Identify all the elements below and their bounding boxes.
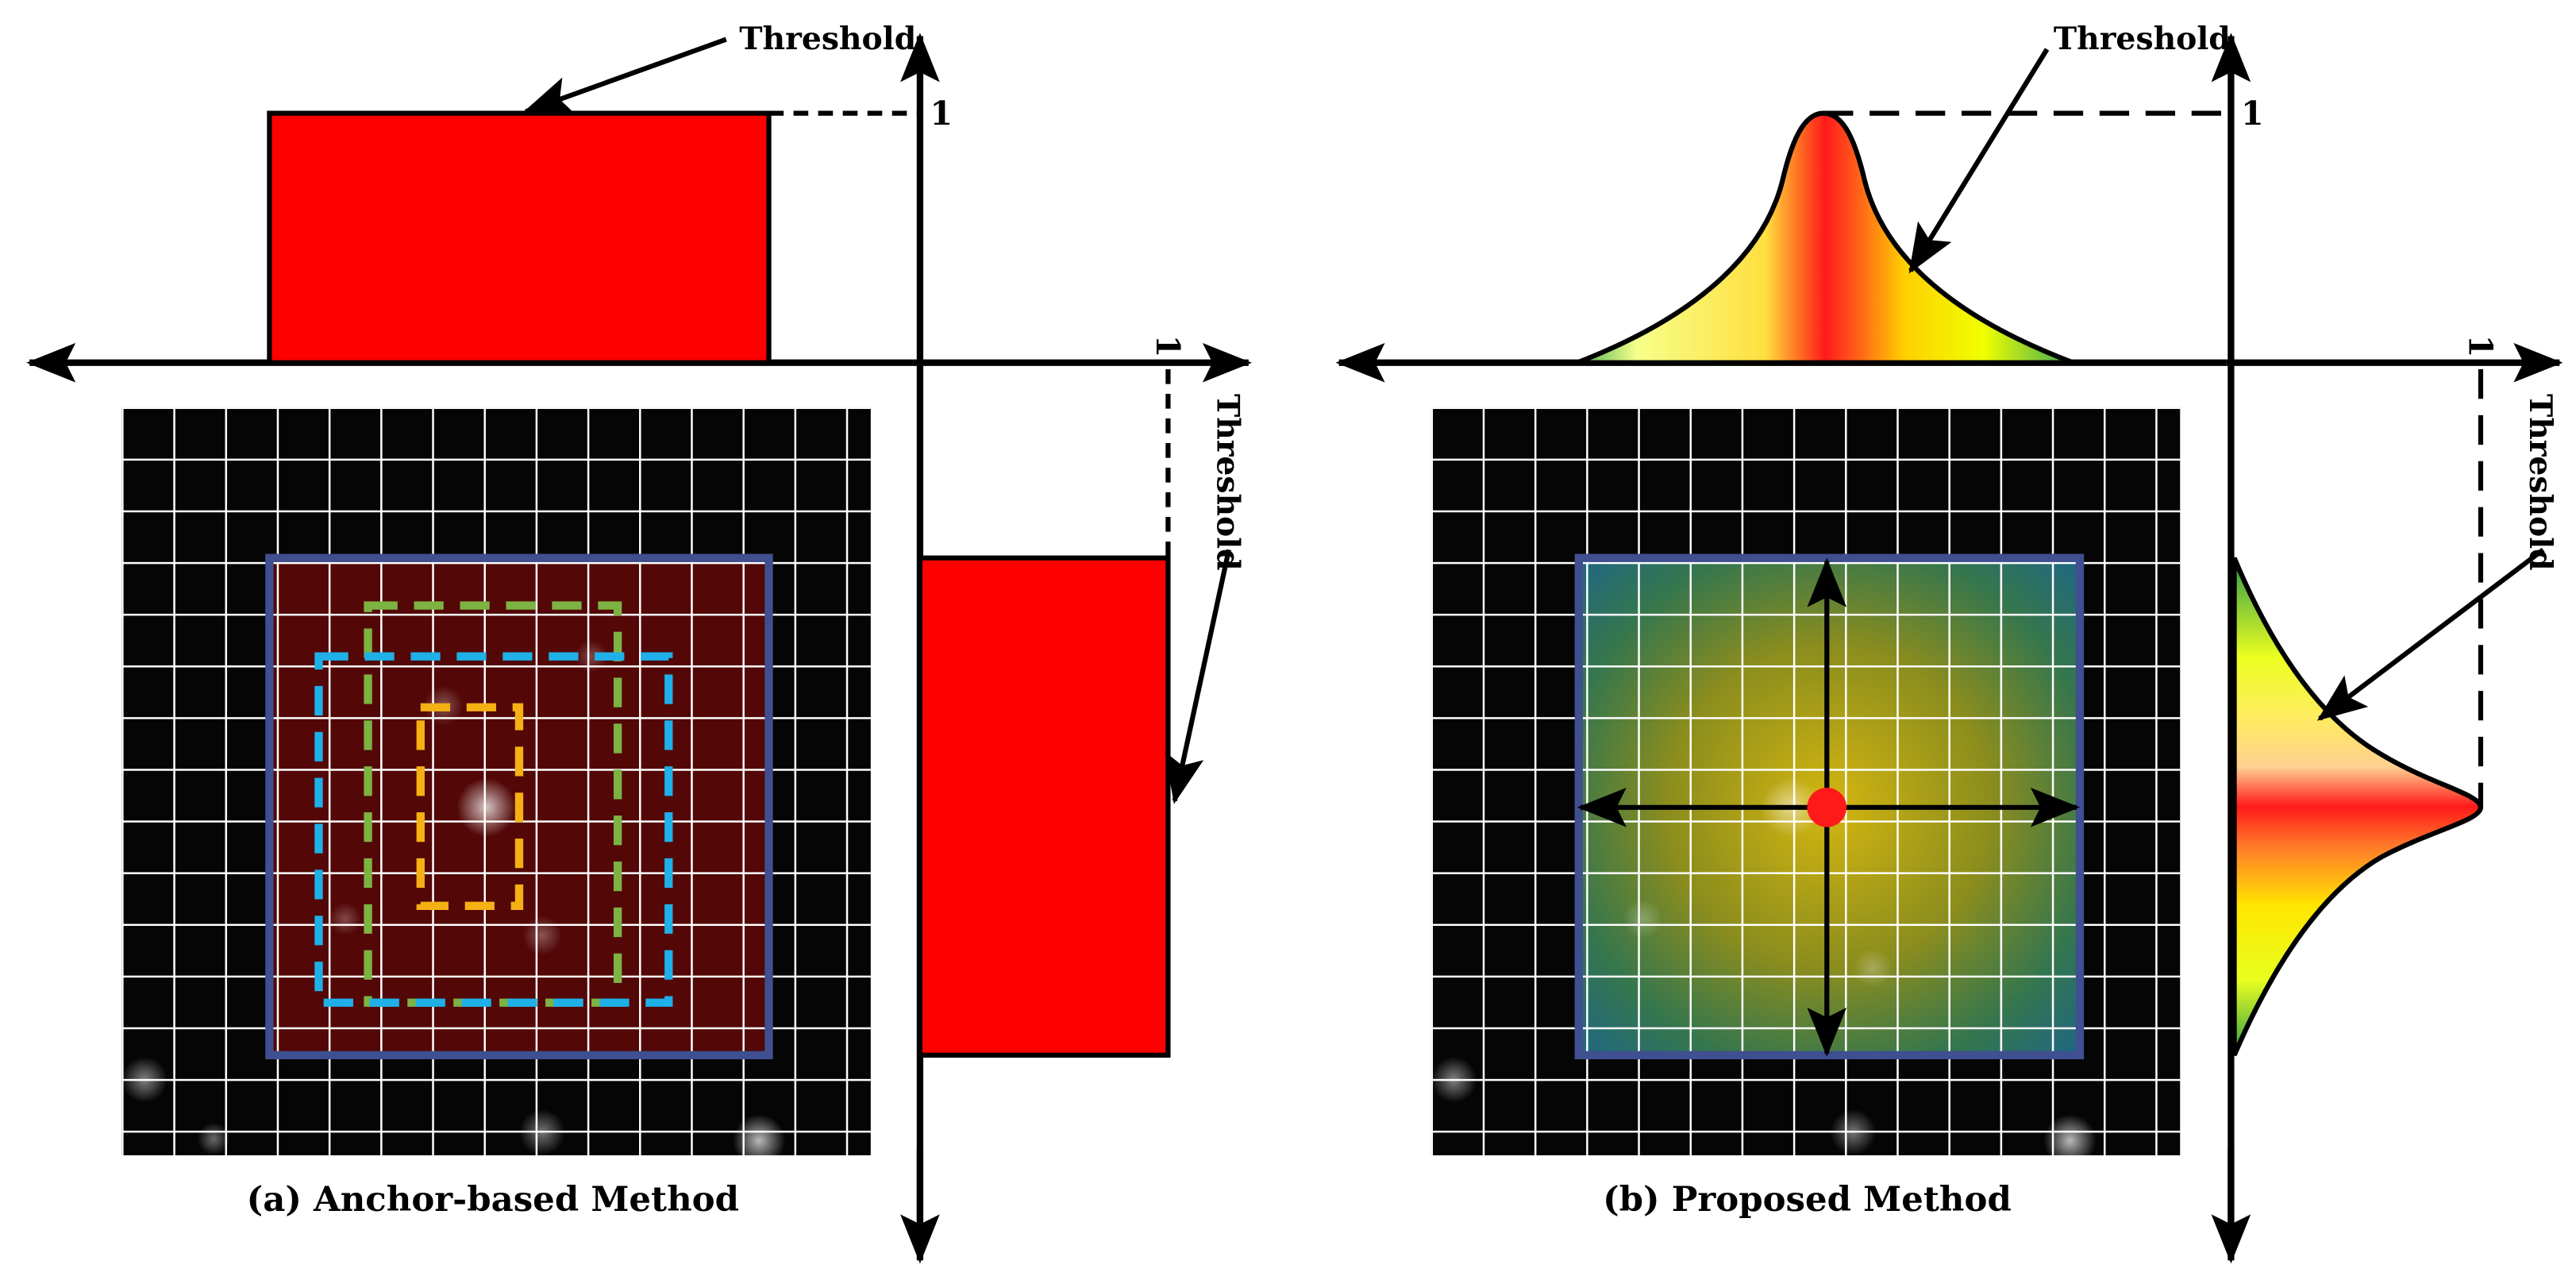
threshold-arrow-top-a bbox=[522, 37, 727, 115]
image-grid-a bbox=[121, 407, 871, 1167]
threshold-arrow-right-b bbox=[2316, 547, 2545, 721]
axis-one-right-a: 1 bbox=[1149, 335, 1188, 358]
threshold-label-top-b: Threshold bbox=[2054, 21, 2231, 57]
center-point bbox=[1807, 788, 1847, 827]
ground-truth-box-a bbox=[265, 553, 773, 1060]
threshold-label-top-a: Threshold bbox=[739, 21, 916, 57]
panel-a: 1 Threshold 1 Threshold bbox=[26, 21, 1252, 1264]
threshold-label-right-b: Threshold bbox=[2522, 394, 2559, 571]
anchor-box-orange bbox=[416, 703, 524, 910]
caption-a: (a) Anchor-based Method bbox=[247, 1179, 739, 1220]
axis-one-right-b: 1 bbox=[2461, 335, 2500, 358]
axis-one-top-a: 1 bbox=[930, 94, 953, 133]
threshold-label-right-a: Threshold bbox=[1210, 394, 1246, 571]
anchor-box-blue bbox=[314, 652, 673, 1007]
right-gaussian-curve bbox=[2231, 557, 2484, 1057]
image-grid-b bbox=[1430, 407, 2181, 1167]
top-gaussian-curve bbox=[1576, 110, 2074, 365]
panel-b: 1 Threshold 1 Threshold (b) Proposed Me bbox=[1335, 21, 2563, 1264]
right-weight-rect bbox=[917, 555, 1171, 1058]
threshold-arrow-right-a bbox=[1165, 549, 1232, 804]
caption-b: (b) Proposed Method bbox=[1603, 1179, 2012, 1220]
axis-one-top-b: 1 bbox=[2241, 94, 2264, 133]
top-weight-rect bbox=[267, 110, 772, 365]
threshold-arrow-top-b bbox=[1908, 48, 2050, 274]
